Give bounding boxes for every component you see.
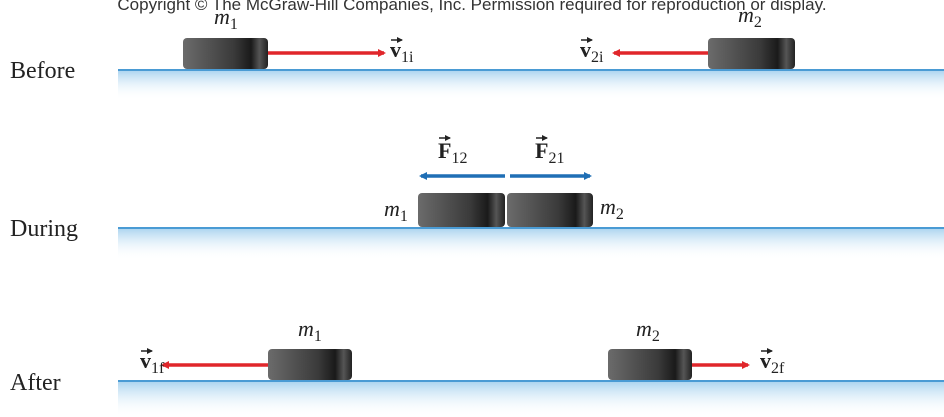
subscript: 2 bbox=[652, 328, 660, 345]
symbol: v bbox=[390, 37, 401, 62]
subscript: 21 bbox=[548, 150, 564, 167]
subscript: 2 bbox=[616, 206, 624, 223]
stage-label: After bbox=[10, 370, 61, 396]
vector-label: v1i bbox=[390, 37, 414, 66]
puck bbox=[608, 349, 692, 380]
symbol: F bbox=[438, 138, 451, 163]
mass-label: m1 bbox=[384, 196, 408, 225]
puck bbox=[268, 349, 352, 380]
subscript: 1f bbox=[151, 360, 165, 377]
subscript: 1 bbox=[230, 16, 238, 33]
subscript: 2i bbox=[591, 49, 604, 66]
symbol: v bbox=[140, 348, 151, 373]
vector-label: v2i bbox=[580, 37, 604, 66]
symbol: m bbox=[738, 2, 754, 27]
collision-diagram: Copyright © The McGraw-Hill Companies, I… bbox=[0, 0, 944, 417]
vector-label: F12 bbox=[438, 138, 467, 167]
vector-label: v2f bbox=[760, 348, 785, 377]
symbol: m bbox=[298, 316, 314, 341]
puck bbox=[708, 38, 795, 69]
puck bbox=[418, 193, 505, 227]
mass-label: m2 bbox=[600, 194, 624, 223]
subscript: 1 bbox=[400, 208, 408, 225]
vector-label: v1f bbox=[140, 348, 165, 377]
symbol: m bbox=[384, 196, 400, 221]
mass-label: m2 bbox=[636, 316, 660, 345]
puck bbox=[507, 193, 593, 227]
subscript: 2f bbox=[771, 360, 785, 377]
subscript: 2 bbox=[754, 14, 762, 31]
symbol: m bbox=[600, 194, 616, 219]
vector-label: F21 bbox=[535, 138, 564, 167]
symbol: v bbox=[760, 348, 771, 373]
puck bbox=[183, 38, 268, 69]
symbol: F bbox=[535, 138, 548, 163]
subscript: 1 bbox=[314, 328, 322, 345]
subscript: 1i bbox=[401, 49, 414, 66]
stage-label: Before bbox=[10, 58, 75, 84]
mass-label: m1 bbox=[298, 316, 322, 345]
symbol: m bbox=[636, 316, 652, 341]
symbol: v bbox=[580, 37, 591, 62]
subscript: 12 bbox=[451, 150, 467, 167]
stage-label: During bbox=[10, 216, 78, 242]
symbol: m bbox=[214, 4, 230, 29]
